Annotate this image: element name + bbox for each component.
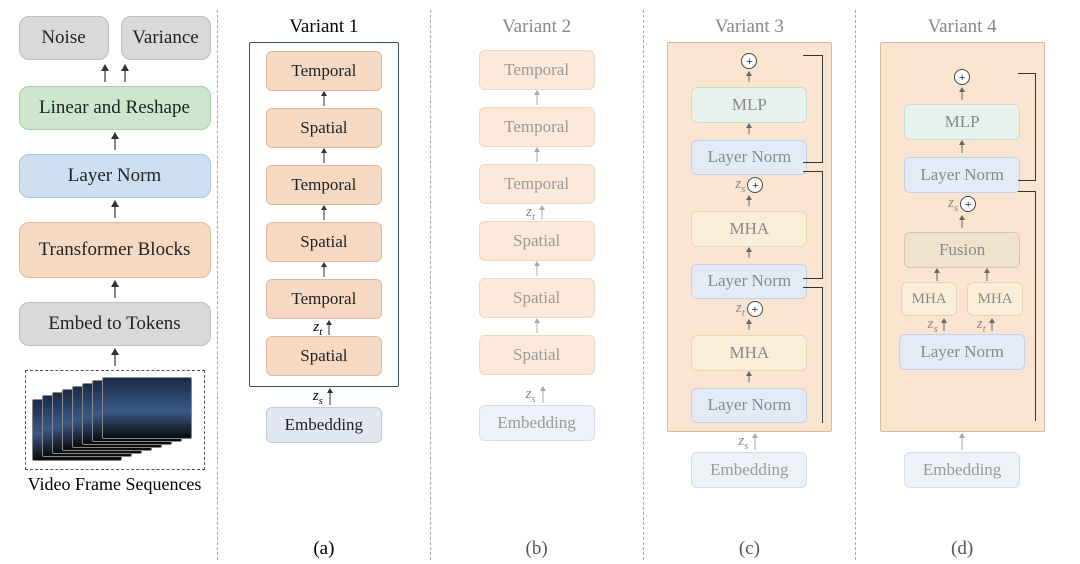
variant-4: Variant 4 + MLP Layer Norm zs + Fusion [855, 10, 1068, 560]
left-architecture: Noise Variance Linear and Reshape Layer … [12, 10, 217, 560]
v1-embedding: Embedding [266, 407, 382, 443]
v4-embedding: Embedding [904, 452, 1020, 488]
v3-embedding: Embedding [691, 452, 807, 488]
v1-zs: zs [313, 390, 323, 404]
v3-plus-3: + [747, 301, 763, 317]
v1-temporal-1: Temporal [266, 51, 382, 91]
variant-1-box: Temporal Spatial Temporal Spatial Tempor… [249, 42, 399, 387]
variant-3-box: + MLP Layer Norm zs + MHA Layer Norm zt [667, 42, 832, 432]
v4-mha-r: MHA [967, 282, 1023, 316]
variant-4-box: + MLP Layer Norm zs + Fusion [880, 42, 1045, 432]
variant-1: Variant 1 Temporal Spatial Temporal Spat… [217, 10, 430, 560]
v3-ln-3: Layer Norm [691, 388, 807, 423]
noise-block: Noise [19, 16, 109, 60]
v3-mha-1: MHA [691, 211, 807, 246]
v1-temporal-3: Temporal [266, 279, 382, 319]
v3-mlp: MLP [691, 87, 807, 122]
v2-spatial-1: Spatial [479, 221, 595, 261]
variant-3: Variant 3 + MLP Layer Norm zs + [643, 10, 856, 560]
v2-temporal-1: Temporal [479, 50, 595, 90]
figure-container: Noise Variance Linear and Reshape Layer … [0, 0, 1080, 564]
v3-plus-1: + [741, 53, 757, 69]
v3-plus-2: + [747, 177, 763, 193]
v3-ln-1: Layer Norm [691, 140, 807, 175]
v4-fusion: Fusion [904, 232, 1020, 268]
variant-2-title: Variant 2 [502, 16, 571, 38]
v4-zs-top: zs [948, 197, 958, 211]
v2-temporal-2: Temporal [479, 107, 595, 147]
v4-plus-2: + [960, 196, 976, 212]
v2-label: (b) [526, 538, 548, 560]
embed-tokens-block: Embed to Tokens [19, 302, 211, 346]
v4-ln-2: Layer Norm [899, 334, 1025, 370]
variance-block: Variance [121, 16, 211, 60]
frame-stack [32, 377, 198, 463]
v3-zs-bottom: zs [738, 435, 748, 449]
v1-zt: zt [313, 321, 322, 335]
v3-ln-2: Layer Norm [691, 264, 807, 299]
v3-zs-top: zs [735, 178, 745, 192]
v2-zt: zt [526, 206, 535, 220]
v4-plus-1: + [954, 69, 970, 85]
v2-embedding: Embedding [479, 405, 595, 441]
v4-label: (d) [951, 538, 973, 560]
variant-1-title: Variant 1 [289, 16, 358, 38]
v2-temporal-3: Temporal [479, 164, 595, 204]
v3-mha-2: MHA [691, 335, 807, 370]
v1-spatial-1: Spatial [266, 108, 382, 148]
variant-4-title: Variant 4 [928, 16, 997, 38]
transformer-blocks: Transformer Blocks [19, 222, 211, 278]
layer-norm-block: Layer Norm [19, 154, 211, 198]
v1-label: (a) [313, 538, 334, 560]
v4-zt: zt [977, 318, 986, 332]
v2-zs: zs [526, 388, 536, 402]
video-caption: Video Frame Sequences [28, 474, 202, 495]
v4-zs-mid: zs [928, 318, 938, 332]
v1-spatial-2: Spatial [266, 222, 382, 262]
variants-row: Variant 1 Temporal Spatial Temporal Spat… [217, 10, 1068, 560]
variant-2: Variant 2 Temporal Temporal Temporal zt … [430, 10, 643, 560]
v2-spatial-3: Spatial [479, 335, 595, 375]
v1-temporal-2: Temporal [266, 165, 382, 205]
video-frames-box [25, 370, 205, 470]
v4-mlp: MLP [904, 104, 1020, 140]
variant-3-title: Variant 3 [715, 16, 784, 38]
v4-mha-l: MHA [901, 282, 957, 316]
linear-reshape-block: Linear and Reshape [19, 86, 211, 130]
v3-zt: zt [736, 302, 745, 316]
v3-label: (c) [739, 538, 760, 560]
v1-spatial-3: Spatial [266, 336, 382, 376]
v2-spatial-2: Spatial [479, 278, 595, 318]
v4-ln-1: Layer Norm [904, 157, 1020, 193]
